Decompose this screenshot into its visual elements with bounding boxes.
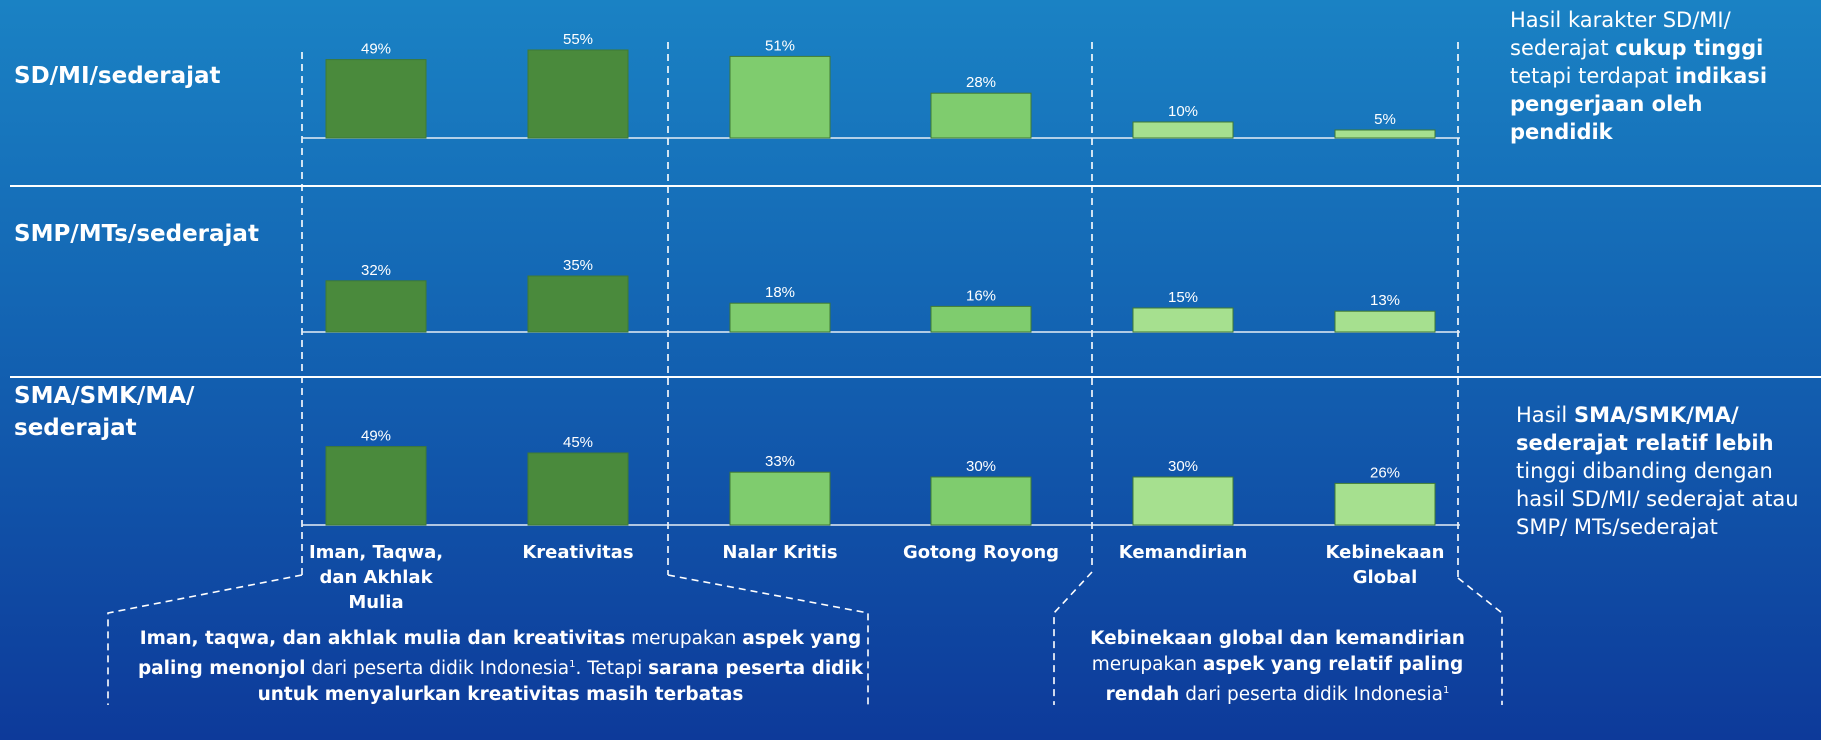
row-label-sd: SD/MI/sederajat	[14, 63, 221, 89]
bar-sd-mi-sederajat-nalar-kritis	[729, 55, 831, 139]
callout-right-bracket-right	[1457, 577, 1503, 705]
value-label-sma-smk-ma-sederajat-iman-taqwa-dan-akhlak-mulia: 49%	[361, 428, 391, 445]
value-label-sd-mi-sederajat-kebinekaan-global: 5%	[1374, 111, 1396, 128]
callout-left-bracket-left	[107, 574, 303, 705]
category-label-iman-taqwa-dan-akhlak-mulia-line1: Iman, Taqwa,	[309, 542, 443, 563]
category-label-kebinekaan-global-line2: Global	[1353, 567, 1418, 588]
bar-sd-mi-sederajat-gotong-royong	[930, 92, 1032, 139]
value-label-smp-mts-sederajat-kreativitas: 35%	[563, 257, 593, 274]
value-label-sma-smk-ma-sederajat-nalar-kritis: 33%	[765, 453, 795, 470]
note-sd: Hasil karakter SD/MI/ sederajat cukup ti…	[1510, 6, 1810, 146]
note-sd-text-1: Hasil karakter SD/MI/ sederajat	[1510, 8, 1731, 60]
callout-right-footnote: 1	[1443, 685, 1450, 696]
note-sd-bold-2: indikasi pengerjaan oleh pendidik	[1510, 64, 1768, 144]
category-label-iman-taqwa-dan-akhlak-mulia-line2: dan Akhlak	[319, 567, 433, 588]
callout-right-edge-left-bracket	[667, 574, 869, 705]
value-label-sma-smk-ma-sederajat-gotong-royong: 30%	[966, 458, 996, 475]
callout-left-bold-3: sarana peserta didik untuk menyalurkan k…	[257, 658, 864, 706]
row-divider-top	[10, 185, 1821, 187]
category-label-kebinekaan-global-line1: Kebinekaan	[1326, 542, 1445, 563]
value-label-smp-mts-sederajat-gotong-royong: 16%	[966, 287, 996, 304]
bar-sd-mi-sederajat-kreativitas	[527, 49, 629, 139]
bar-sd-mi-sederajat-iman-taqwa-dan-akhlak-mulia	[325, 59, 427, 139]
value-label-sma-smk-ma-sederajat-kreativitas: 45%	[563, 434, 593, 451]
callout-right-bracket-left	[1053, 571, 1093, 705]
value-label-sma-smk-ma-sederajat-kebinekaan-global: 26%	[1370, 464, 1400, 481]
bar-sma-smk-ma-sederajat-nalar-kritis	[729, 471, 831, 526]
row-label-smp: SMP/MTs/sederajat	[14, 221, 259, 247]
value-label-smp-mts-sederajat-kebinekaan-global: 13%	[1370, 292, 1400, 309]
value-label-sd-mi-sederajat-iman-taqwa-dan-akhlak-mulia: 49%	[361, 41, 391, 58]
callout-left-footnote: 1	[569, 659, 576, 670]
bar-sma-smk-ma-sederajat-kreativitas	[527, 452, 629, 526]
row-divider-bottom	[10, 376, 1821, 378]
value-label-smp-mts-sederajat-nalar-kritis: 18%	[765, 284, 795, 301]
callout-right-text-1: merupakan	[1091, 654, 1203, 675]
bar-sd-mi-sederajat-kebinekaan-global	[1334, 129, 1436, 139]
callout-right-bold-2: aspek yang relatif paling rendah	[1105, 654, 1464, 706]
value-label-sd-mi-sederajat-kemandirian: 10%	[1168, 103, 1198, 120]
row-label-sma: SMA/SMK/MA/ sederajat	[14, 380, 194, 444]
row-label-sma-line2: sederajat	[14, 415, 137, 441]
bar-smp-mts-sederajat-nalar-kritis	[729, 302, 831, 333]
bar-sd-mi-sederajat-kemandirian	[1132, 121, 1234, 139]
category-label-iman-taqwa-dan-akhlak-mulia-line3: Mulia	[348, 592, 403, 613]
bar-smp-mts-sederajat-kebinekaan-global	[1334, 310, 1436, 333]
bar-sma-smk-ma-sederajat-kebinekaan-global	[1334, 482, 1436, 526]
note-sma-text-2: tinggi dibanding dengan hasil SD/MI/ sed…	[1516, 459, 1799, 539]
note-sma-bold-1: SMA/SMK/MA/ sederajat relatif lebih	[1516, 403, 1774, 455]
value-label-sma-smk-ma-sederajat-kemandirian: 30%	[1168, 458, 1198, 475]
callout-left-text-3: . Tetapi	[575, 658, 649, 680]
callout-right-text-2: dari peserta didik Indonesia	[1179, 684, 1443, 706]
callout-left-text-1: merupakan	[625, 628, 743, 649]
category-label-kemandirian: Kemandirian	[1119, 542, 1248, 563]
bar-smp-mts-sederajat-iman-taqwa-dan-akhlak-mulia	[325, 280, 427, 333]
row-label-sma-line1: SMA/SMK/MA/	[14, 383, 195, 409]
category-label-gotong-royong: Gotong Royong	[903, 542, 1059, 563]
callout-right-bold-1: Kebinekaan global dan kemandirian	[1090, 628, 1465, 649]
note-sma: Hasil SMA/SMK/MA/ sederajat relatif lebi…	[1516, 401, 1806, 541]
bar-sma-smk-ma-sederajat-iman-taqwa-dan-akhlak-mulia	[325, 446, 427, 526]
callout-left-bold-2: aspek yang paling menonjol	[137, 628, 862, 680]
value-label-smp-mts-sederajat-iman-taqwa-dan-akhlak-mulia: 32%	[361, 262, 391, 279]
note-sd-text-2: tetapi terdapat	[1510, 64, 1675, 88]
bar-smp-mts-sederajat-kreativitas	[527, 275, 629, 333]
callout-left-bold-1: Iman, taqwa, dan akhlak mulia dan kreati…	[139, 628, 626, 649]
category-label-kreativitas: Kreativitas	[522, 542, 633, 563]
value-label-sd-mi-sederajat-gotong-royong: 28%	[966, 74, 996, 91]
value-label-sd-mi-sederajat-nalar-kritis: 51%	[765, 37, 795, 54]
callout-right: Kebinekaan global dan kemandirian merupa…	[1055, 626, 1500, 708]
callout-left: Iman, taqwa, dan akhlak mulia dan kreati…	[134, 626, 867, 708]
note-sma-text-1: Hasil	[1516, 403, 1574, 427]
bar-smp-mts-sederajat-kemandirian	[1132, 307, 1234, 333]
value-label-smp-mts-sederajat-kemandirian: 15%	[1168, 289, 1198, 306]
note-sd-bold-1: cukup tinggi	[1615, 36, 1764, 60]
bar-sma-smk-ma-sederajat-kemandirian	[1132, 476, 1234, 526]
value-label-sd-mi-sederajat-kreativitas: 55%	[563, 31, 593, 48]
callout-left-text-2: dari peserta didik Indonesia	[305, 658, 570, 680]
category-label-nalar-kritis: Nalar Kritis	[722, 542, 837, 563]
bar-smp-mts-sederajat-gotong-royong	[930, 305, 1032, 333]
bar-sma-smk-ma-sederajat-gotong-royong	[930, 476, 1032, 526]
